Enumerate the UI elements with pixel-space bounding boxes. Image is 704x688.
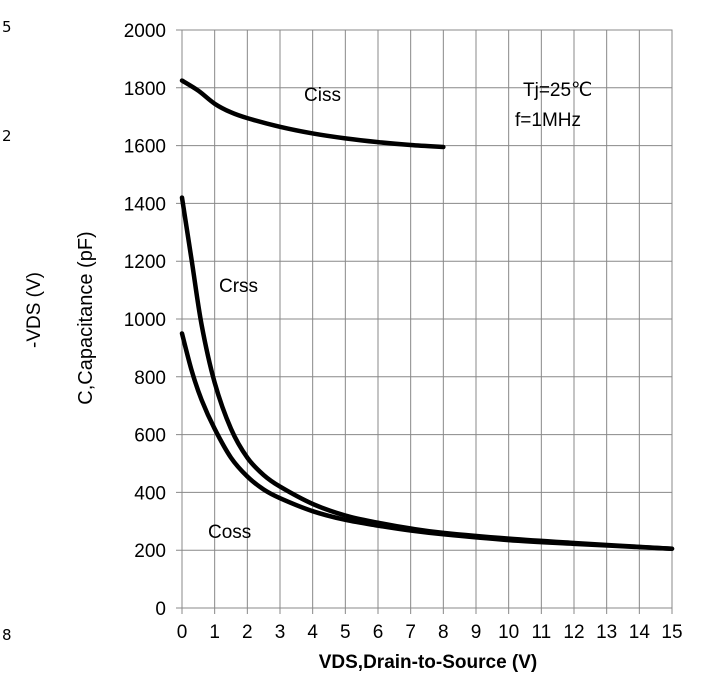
series-label-coss: Coss <box>208 522 251 543</box>
x-tick-label: 9 <box>471 622 482 643</box>
left-fragment-axis-label: -VDS (V) <box>24 272 45 348</box>
x-tick-label: 13 <box>596 622 617 643</box>
x-tick-label: 2 <box>242 622 253 643</box>
y-tick-label: 1200 <box>124 252 166 273</box>
y-tick-label: 1000 <box>124 310 166 331</box>
x-tick-label: 12 <box>563 622 584 643</box>
annotation-frequency: f=1MHz <box>515 110 581 131</box>
y-axis-label: C,Capacitance (pF) <box>75 231 97 404</box>
y-tick-label: 1800 <box>124 79 166 100</box>
y-tick-label: 1400 <box>124 194 166 215</box>
y-tick-label: 0 <box>155 599 166 620</box>
left-fragment-bottom: 8 <box>2 626 12 644</box>
annotation-temperature: Tj=25℃ <box>523 80 592 101</box>
y-tick-label: 600 <box>134 426 166 447</box>
y-tick-label: 1600 <box>124 137 166 158</box>
x-tick-label: 4 <box>307 622 318 643</box>
x-tick-label: 11 <box>531 622 551 643</box>
left-fragment-top: 5 <box>2 18 12 36</box>
x-tick-label: 6 <box>373 622 384 643</box>
x-tick-label: 7 <box>405 622 416 643</box>
x-tick-label: 1 <box>209 622 220 643</box>
grid-lines <box>176 29 673 614</box>
series-line-coss <box>179 331 675 552</box>
y-tick-label: 200 <box>134 541 166 562</box>
x-tick-label: 14 <box>629 622 651 643</box>
x-axis-label: VDS,Drain-to-Source (V) <box>319 652 538 673</box>
series-label-crss: Crss <box>219 276 258 297</box>
y-tick-label: 2000 <box>124 21 166 42</box>
series-curves <box>179 78 675 552</box>
x-tick-label: 10 <box>498 622 519 643</box>
tick-labels: 0 1 2 3 4 5 6 7 8 9 10 11 12 13 14 15020040060080010001… <box>124 21 683 643</box>
y-tick-label: 800 <box>134 368 166 389</box>
x-tick-label: 0 <box>177 622 188 643</box>
series-line-ciss <box>179 78 446 150</box>
y-tick-label: 400 <box>134 483 166 504</box>
x-tick-label: 8 <box>438 622 449 643</box>
left-fragment-upper: 2 <box>2 127 12 145</box>
x-tick-label: 5 <box>340 622 351 643</box>
x-tick-label: 15 <box>661 622 682 643</box>
x-tick-label: 3 <box>275 622 286 643</box>
series-label-ciss: Ciss <box>304 85 341 106</box>
